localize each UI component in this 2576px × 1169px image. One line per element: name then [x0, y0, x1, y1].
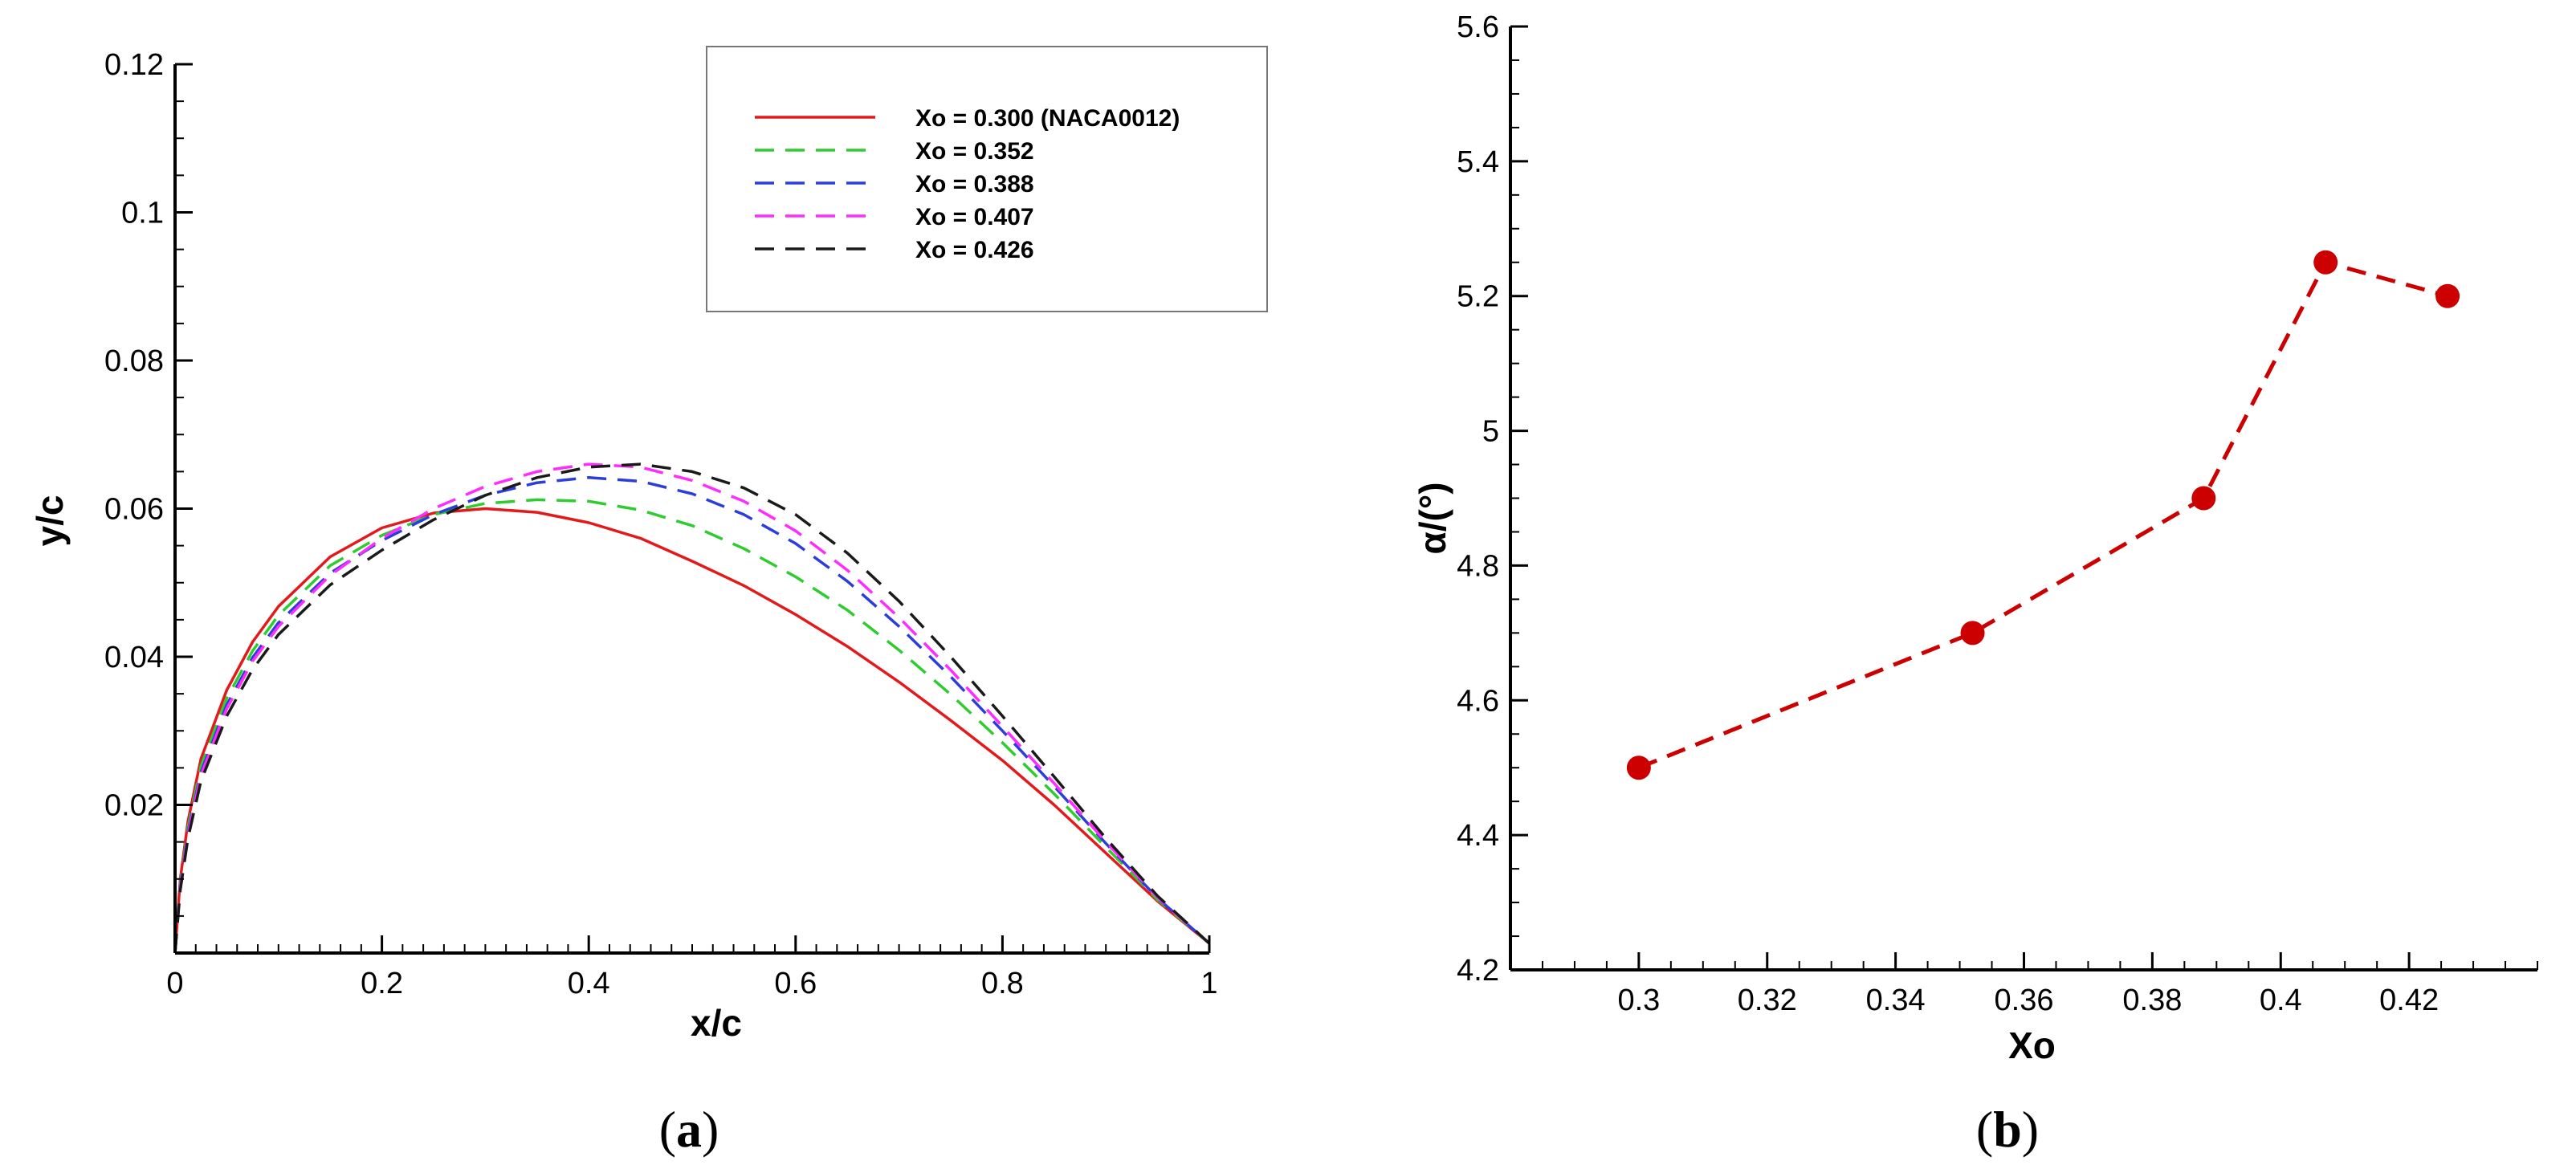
b-y-tick-label: 4.4: [1457, 819, 1499, 853]
b-x-tick-label: 0.3: [1617, 984, 1660, 1017]
b-x-axis-title: Xo: [2008, 1024, 2056, 1066]
b-data-point: [2313, 250, 2338, 275]
a-legend-label-2: Xo = 0.388: [915, 171, 1034, 198]
a-x-tick-label: 1: [1200, 967, 1217, 1000]
a-x-tick-label: 0.4: [568, 967, 610, 1000]
a-y-tick-label: 0.08: [104, 344, 164, 378]
a-curves: [173, 462, 1211, 954]
b-x-tick-label: 0.4: [2260, 984, 2302, 1017]
b-y-tick-label: 4.6: [1457, 684, 1499, 718]
b-x-tick-label: 0.42: [2379, 984, 2439, 1017]
b-x-tick-label: 0.34: [1866, 984, 1926, 1017]
a-y-tick-label: 0.12: [104, 48, 164, 82]
a-y-tick-label: 0.1: [121, 197, 164, 230]
a-y-tick-label: 0.02: [104, 789, 164, 823]
a-legend-box: [706, 46, 1268, 312]
b-y-tick-label: 5.6: [1457, 10, 1499, 44]
b-x-tick-label: 0.38: [2122, 984, 2182, 1017]
a-x-tick-label: 0.6: [774, 967, 817, 1000]
panel-label-b: (b): [1976, 1101, 2039, 1158]
a-x-tick-label: 0.2: [361, 967, 403, 1000]
a-series-line-4: [173, 462, 1211, 954]
a-ticks: 0 0.2 0.4 0.6 0.8 1 0.02 0.04 0.06 0.08 0.1 0.12: [104, 48, 1218, 1000]
b-data-point: [2191, 486, 2216, 511]
b-data-point: [1960, 621, 1985, 646]
a-y-tick-label: 0.04: [104, 641, 164, 674]
b-x-tick-label: 0.36: [1995, 984, 2054, 1017]
b-y-tick-label: 5.2: [1457, 280, 1499, 314]
a-legend-label-0: Xo = 0.300 (NACA0012): [915, 105, 1180, 132]
a-y-axis-title: y/c: [29, 495, 71, 547]
chart-b: 0.3 0.32 0.34 0.36 0.38 0.4 0.42 4.2 4.4 4.6 4.8 5 5…: [1412, 10, 2538, 1158]
a-series-line-3: [173, 462, 1211, 954]
a-x-axis-title: x/c: [691, 1002, 742, 1044]
chart-a: 0 0.2 0.4 0.6 0.8 1 0.02 0.04 0.06 0.08 0.1 0.12 x/…: [29, 46, 1268, 1158]
a-legend-label-3: Xo = 0.407: [915, 204, 1034, 230]
a-legend: Xo = 0.300 (NACA0012) Xo = 0.352 Xo = 0.38…: [706, 46, 1268, 312]
a-y-tick-label: 0.06: [104, 493, 164, 527]
a-series-line-0: [173, 507, 1211, 954]
b-y-tick-label: 5: [1482, 415, 1499, 449]
b-data-point: [2435, 283, 2460, 308]
a-series-line-1: [173, 498, 1211, 954]
b-data-point: [1626, 756, 1651, 780]
panel-label-a-letter: a: [676, 1101, 702, 1158]
a-legend-label-1: Xo = 0.352: [915, 138, 1034, 165]
b-x-tick-label: 0.32: [1738, 984, 1797, 1017]
b-y-tick-label: 4.2: [1457, 954, 1499, 988]
b-y-tick-label: 4.8: [1457, 549, 1499, 583]
panel-label-b-letter: b: [1993, 1101, 2022, 1158]
a-x-tick-label: 0: [166, 967, 183, 1000]
panel-label-a: (a): [659, 1101, 719, 1158]
b-y-tick-label: 5.4: [1457, 145, 1499, 179]
a-legend-label-4: Xo = 0.426: [915, 237, 1034, 263]
a-series-line-2: [173, 476, 1211, 954]
a-x-tick-label: 0.8: [981, 967, 1024, 1000]
b-y-axis-title: α/(°): [1412, 482, 1453, 554]
b-points: [1626, 250, 2460, 780]
b-ticks: 0.3 0.32 0.34 0.36 0.38 0.4 0.42 4.2 4.4 4.6 4.8 5 5…: [1457, 10, 2538, 1017]
